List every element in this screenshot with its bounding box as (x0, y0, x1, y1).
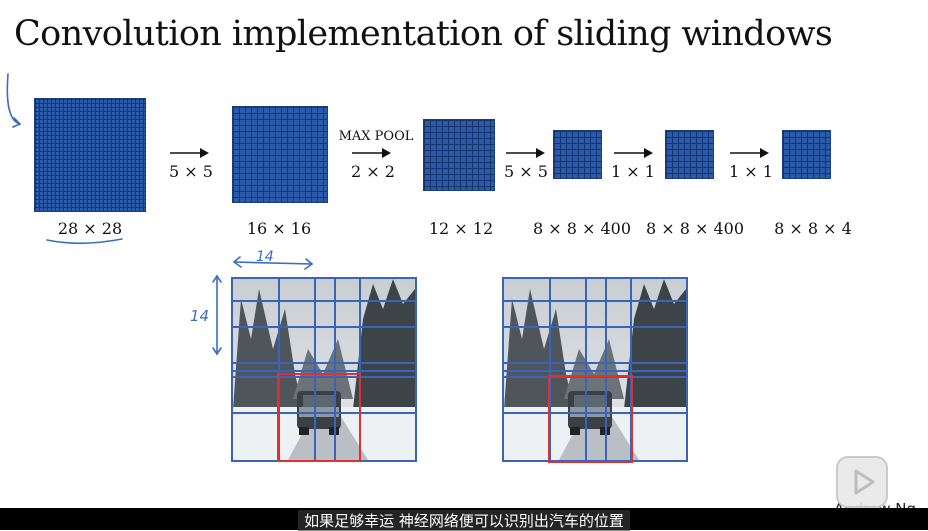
op-conv2-label: 5 × 5 (504, 162, 548, 181)
height-annotation: 14 (190, 307, 209, 325)
sliding-window-box-left (277, 373, 361, 462)
size-label-28: 28 × 28 (57, 219, 123, 238)
size-label-16: 16 × 16 (246, 219, 312, 238)
arrow-right-icon (730, 148, 769, 158)
op-fc1-label: 1 × 1 (611, 162, 655, 181)
car-photo-right (502, 277, 688, 462)
output-grid-8-4 (782, 130, 831, 179)
sliding-window-box-right (548, 375, 633, 463)
arrow-right-icon (352, 148, 391, 158)
width-annotation: 14 (256, 249, 274, 265)
op-pool-size-label: 2 × 2 (351, 162, 395, 181)
size-label-12: 12 × 12 (428, 219, 494, 238)
play-button[interactable] (836, 456, 888, 508)
size-label-8-8-4: 8 × 8 × 4 (774, 219, 852, 238)
size-label-8-8-400-a: 8 × 8 × 400 (532, 219, 632, 238)
input-grid-28 (34, 98, 146, 212)
op-pool-name-label: MAX POOL (338, 129, 414, 144)
conv-grid-16 (232, 106, 328, 203)
arrow-right-icon (506, 148, 545, 158)
play-icon (854, 469, 875, 495)
size-label-8-8-400-b: 8 × 8 × 400 (645, 219, 745, 238)
arrow-right-icon (614, 148, 653, 158)
subtitle-text: 如果足够幸运 神经网络便可以识别出汽车的位置 (298, 510, 630, 531)
arrow-right-icon (170, 148, 209, 158)
conv-grid-8-400 (553, 130, 602, 179)
op-fc2-label: 1 × 1 (729, 162, 773, 181)
op-conv1-label: 5 × 5 (169, 162, 213, 181)
car-photo-left (231, 277, 417, 462)
slide-title: Convolution implementation of sliding wi… (14, 14, 833, 54)
subtitle-bar: 如果足够幸运 神经网络便可以识别出汽车的位置 (0, 508, 928, 531)
fc-grid-8-400 (665, 130, 714, 179)
pool-grid-12 (423, 119, 495, 191)
